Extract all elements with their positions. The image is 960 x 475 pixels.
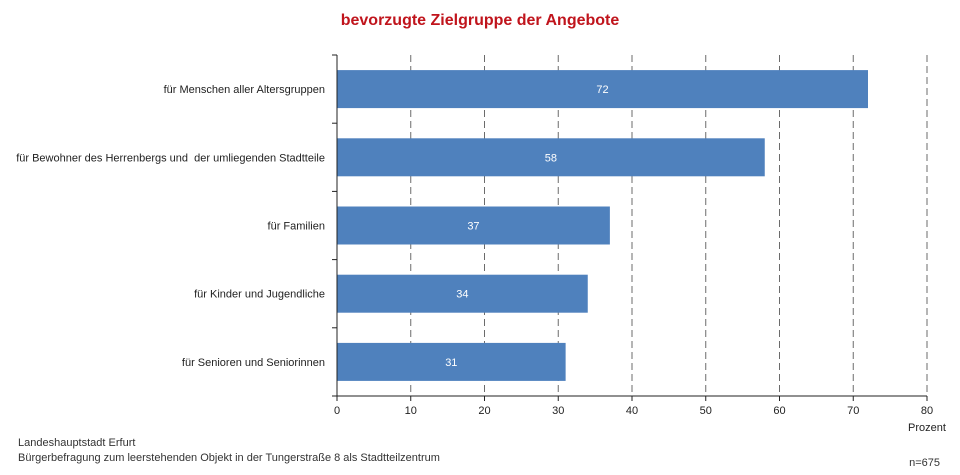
data-label: 34 <box>456 289 468 301</box>
data-label: 72 <box>596 84 608 96</box>
category-label: für Senioren und Seniorinnen <box>182 357 325 369</box>
bar <box>337 70 868 109</box>
x-axis-label: Prozent <box>908 422 946 434</box>
x-tick-label: 40 <box>626 405 638 417</box>
category-label: für Familien <box>268 221 325 233</box>
chart-title: bevorzugte Zielgruppe der Angebote <box>340 12 620 29</box>
bar <box>337 206 610 245</box>
survey-description: Bürgerbefragung zum leerstehenden Objekt… <box>18 452 440 464</box>
sample-size-note: n=675 <box>909 457 940 469</box>
category-label: für Bewohner des Herrenbergs und der uml… <box>16 152 325 164</box>
data-label: 37 <box>467 221 479 233</box>
x-tick-label: 50 <box>700 405 712 417</box>
data-label: 31 <box>445 357 457 369</box>
x-tick-label: 10 <box>405 405 417 417</box>
bar <box>337 274 588 313</box>
category-label: für Kinder und Jugendliche <box>194 289 325 301</box>
x-tick-label: 70 <box>847 405 859 417</box>
x-tick-label: 80 <box>921 405 933 417</box>
x-tick-label: 30 <box>552 405 564 417</box>
data-label: 58 <box>545 152 557 164</box>
x-tick-label: 0 <box>334 405 340 417</box>
x-tick-label: 20 <box>478 405 490 417</box>
source-text: Landeshauptstadt Erfurt <box>18 437 136 449</box>
x-tick-label: 60 <box>773 405 785 417</box>
bar <box>337 342 566 381</box>
bar <box>337 138 765 177</box>
category-label: für Menschen aller Altersgruppen <box>164 84 325 96</box>
